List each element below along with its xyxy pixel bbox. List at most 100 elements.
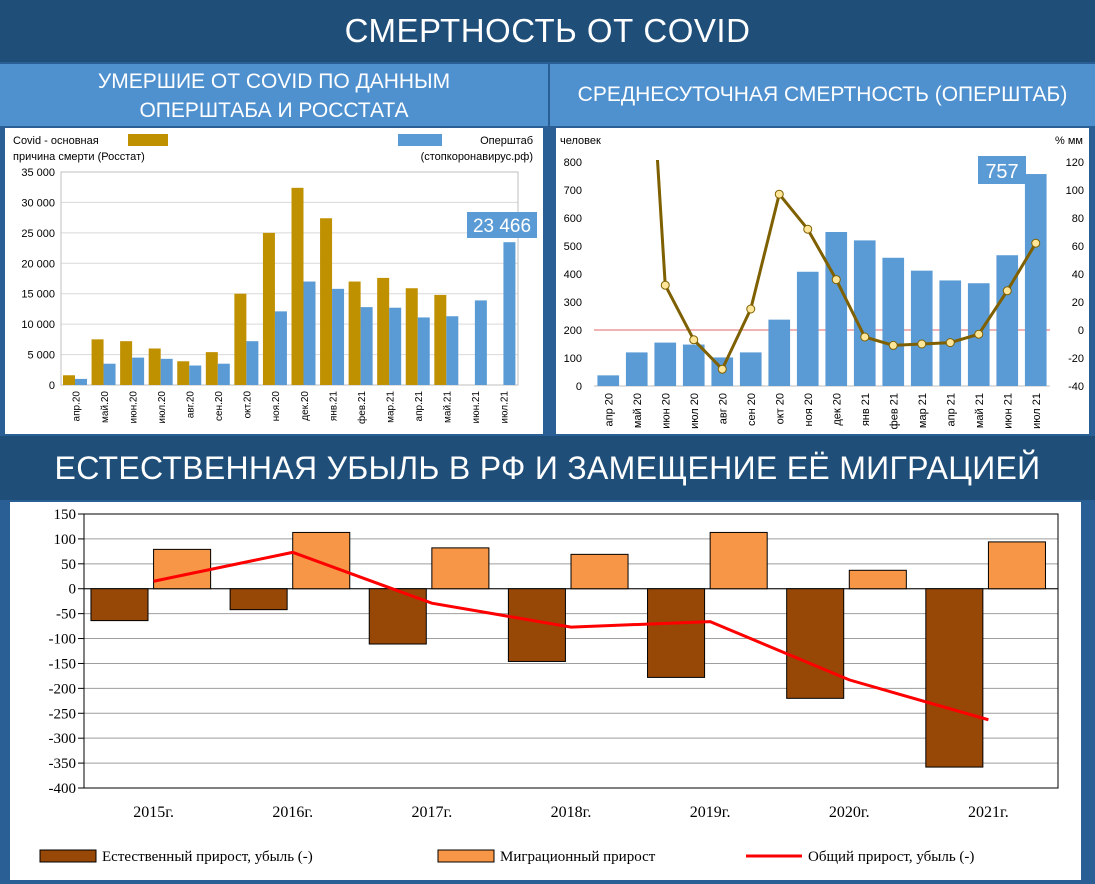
x-tick-label: апр 20 [603,393,615,426]
bar-operstab [360,307,373,385]
page-title-text: СМЕРТНОСТЬ ОТ COVID [344,12,751,49]
y-tick-label: 15 000 [21,289,55,301]
x-tick-label: 2021г. [968,804,1009,821]
y-tick-label: -300 [49,731,77,747]
bar-migration [848,569,907,590]
bar-migration [292,531,351,590]
x-tick-label: окт.20 [243,391,254,419]
excess-mortality-point [717,364,727,374]
x-tick-label: апр.20 [71,391,82,422]
legend-operstab-label-line1: Оперштаб [480,135,533,147]
x-tick-label: 2015г. [133,804,174,821]
legend-migration-swatch [437,849,495,863]
bar-operstab [74,378,87,385]
y-right-tick-label: 80 [1072,213,1084,225]
bar-daily-deaths [597,375,620,386]
x-tick-label: июл 20 [689,393,701,429]
legend-rosstat-label-line1: Covid - основная [13,135,99,147]
y-right-tick-label: 60 [1072,241,1084,253]
y-left-tick-label: 0 [576,381,582,393]
y-tick-label: 30 000 [21,197,55,209]
y-right-tick-label: 40 [1072,269,1084,281]
excess-mortality-point [660,280,670,290]
x-tick-label: июн.20 [128,391,139,424]
bar-daily-deaths [996,255,1019,386]
y-left-tick-label: 700 [564,185,582,197]
y-tick-label: 35 000 [21,167,55,179]
bar-daily-deaths [1024,174,1047,386]
excess-mortality-point [689,335,699,345]
bar-rosstat [234,293,247,385]
legend-natural-label: Естественный прирост, убыль (-) [102,849,313,865]
bar-rosstat [262,232,275,385]
legend-total-label: Общий прирост, убыль (-) [808,849,974,865]
bar-operstab [274,311,287,385]
excess-mortality-point [974,329,984,339]
y-right-tick-label: 20 [1072,297,1084,309]
bar-operstab [474,300,487,385]
excess-mortality-point [888,340,898,350]
x-tick-label: сен.20 [214,391,225,421]
population-change-chart-panel: 150 100 50 0 -50 -100 -150 -200 -250 -300 -350 -400… [10,502,1081,880]
y-right-tick-label: -40 [1068,381,1084,393]
daily-deaths-chart: человек % мм 800700600500400300200100012… [560,135,1084,429]
y-tick-label: -100 [49,632,77,648]
x-tick-label: апр.21 [414,391,425,422]
excess-mortality-point [831,275,841,285]
x-tick-label: июл 21 [1031,393,1043,429]
y-right-tick-label: 120 [1066,157,1084,169]
bar-operstab [103,363,116,385]
bar-daily-deaths [910,270,933,386]
excess-mortality-point [1002,286,1012,296]
legend-migration-label: Миграционный прирост [500,849,656,865]
total-change-line [153,550,989,722]
bar-migration [709,531,768,590]
bar-migration [431,547,490,590]
y-left-tick-label: 600 [564,213,582,225]
x-tick-label: мар.21 [385,391,396,423]
bar-operstab [389,307,402,385]
bar-daily-deaths [882,257,905,386]
excess-mortality-point [746,304,756,314]
bar-daily-deaths [739,352,762,386]
legend-rosstat-swatch [128,134,168,146]
bar-daily-deaths [825,232,848,386]
bar-rosstat [120,341,133,385]
y-left-tick-label: 400 [564,269,582,281]
bar-daily-deaths [654,342,677,386]
page-title: СМЕРТНОСТЬ ОТ COVID [0,0,1095,62]
x-tick-label: июл.20 [157,391,168,424]
bar-operstab [160,358,173,385]
bar-rosstat [291,187,304,385]
legend-natural-swatch [39,849,97,863]
y-tick-label: 10 000 [21,319,55,331]
y-left-tick-label: 800 [564,157,582,169]
bar-migration [153,548,212,590]
bar-rosstat [177,361,190,385]
x-tick-label: июн 20 [660,393,672,429]
bar-rosstat [91,339,104,385]
x-tick-label: ноя 20 [803,393,815,426]
left-subtitle: УМЕРШИЕ ОТ COVID ПО ДАННЫМ ОПЕРШТАБА И Р… [0,64,548,126]
x-tick-label: фев 21 [888,393,900,429]
x-tick-label: июн.21 [471,391,482,424]
bar-daily-deaths [939,280,962,386]
x-tick-label: апр 21 [945,393,957,426]
x-tick-label: авг.20 [186,391,197,419]
y-tick-label: -50 [56,607,76,623]
y-tick-label: 0 [49,380,55,392]
latest-daily-callout: 757 [985,161,1018,183]
covid-deaths-chart-panel: 35 000 30 000 25 000 20 000 15 000 10 000 5 00… [5,128,543,434]
bar-daily-deaths [853,240,876,386]
x-tick-label: июн 21 [1002,393,1014,429]
right-axis-unit: % мм [1055,135,1083,147]
x-tick-label: ноя.20 [271,391,282,422]
x-tick-label: 2019г. [690,804,731,821]
bar-rosstat [434,294,447,385]
y-tick-label: 25 000 [21,228,55,240]
right-subtitle: СРЕДНЕСУТОЧНАЯ СМЕРТНОСТЬ (ОПЕРШТАБ) [550,64,1095,126]
plot-area-border [83,513,1059,789]
bar-rosstat [62,375,75,385]
x-tick-label: мар 21 [917,393,929,428]
x-tick-label: май.21 [443,391,454,423]
